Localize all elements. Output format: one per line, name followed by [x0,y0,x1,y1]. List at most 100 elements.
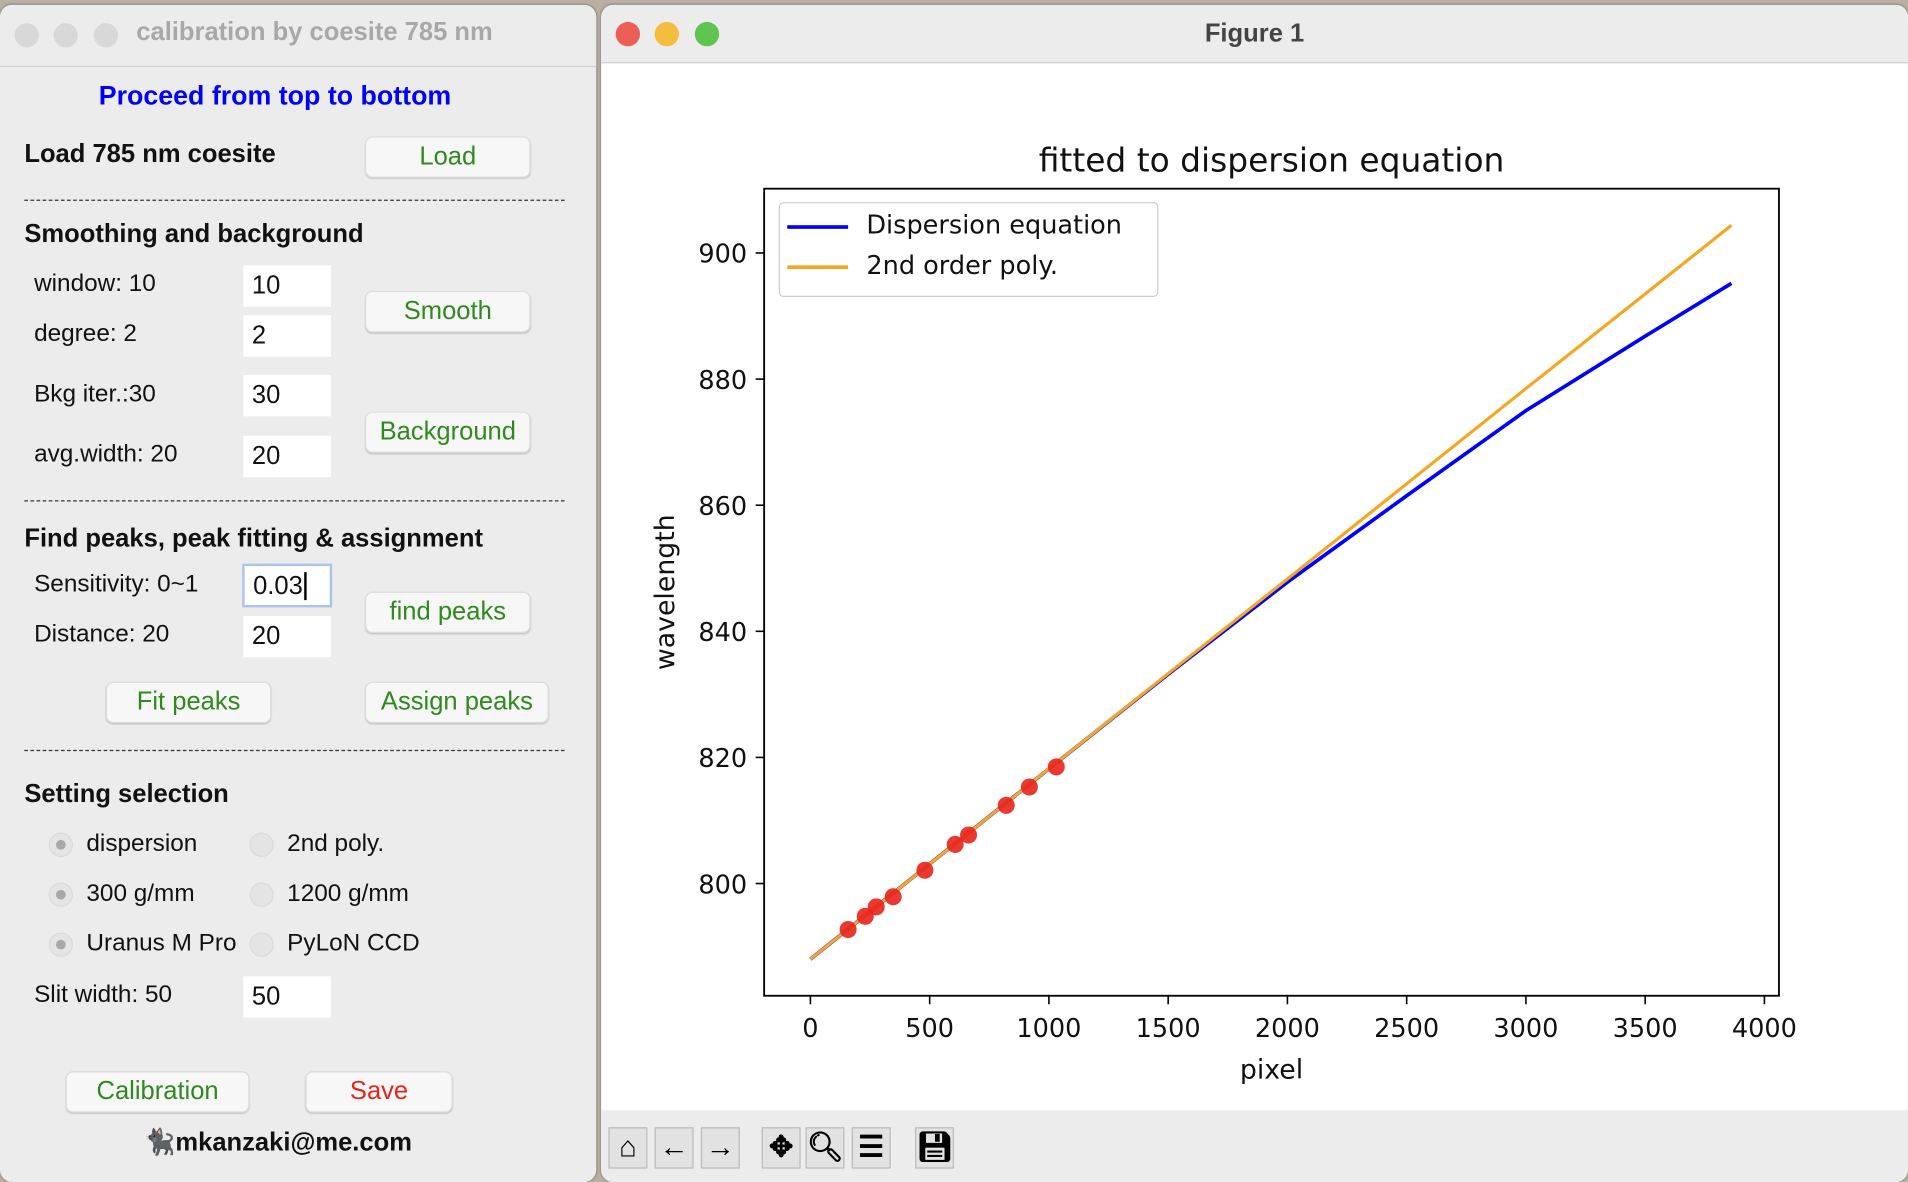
footer: 🐈‍⬛mkanzaki@me.com [144,1128,412,1157]
x-tick-label: 3500 [1613,1014,1678,1044]
bkg-iter-label: Bkg iter.:30 [34,381,156,408]
close-button[interactable] [615,21,641,47]
save-button[interactable]: Save [305,1071,453,1113]
window-label: window: 10 [34,270,156,298]
series-line-0 [809,281,1733,961]
zoom-button[interactable] [694,21,720,47]
data-point [1020,778,1038,796]
chart-title: fitted to dispersion equation [1039,141,1505,180]
plot-frame [763,187,1780,997]
x-tick-label: 1000 [1016,1014,1081,1044]
configure-subplots-icon[interactable]: ☰ [851,1127,891,1169]
find-peaks-button[interactable]: find peaks [365,591,531,633]
data-point [997,796,1015,814]
assign-peaks-button[interactable]: Assign peaks [365,681,549,724]
x-tick-label: 4000 [1732,1014,1797,1044]
y-axis-label: wavelength [650,514,681,670]
title-bar: calibration by coesite 785 nm [0,4,597,67]
radio-label: 1200 g/mm [287,880,409,907]
save-icon[interactable]: 💾︎ [915,1127,954,1169]
data-point [839,921,857,939]
close-button[interactable] [14,23,39,48]
window-title: Figure 1 [1204,19,1305,48]
avg-width-label: avg.width: 20 [34,440,178,468]
data-point [884,888,902,906]
load-button[interactable]: Load [365,136,531,178]
radio-button[interactable] [249,882,274,907]
zoom-button[interactable] [93,23,119,48]
radio-button[interactable] [249,932,274,957]
peaks-heading: Find peaks, peak fitting & assignment [24,524,483,553]
bkg-iter-input[interactable]: 30 [243,374,331,417]
y-tick-label: 860 [698,492,747,522]
calibration-window: calibration by coesite 785 nm Proceed fr… [0,4,597,1182]
x-tick-label: 2500 [1374,1014,1439,1044]
smooth-button[interactable]: Smooth [365,290,531,333]
figure-window: Figure 1 fitted to dispersion equation 0 5… [601,4,1908,1182]
zoom-icon[interactable]: 🔍︎ [805,1127,845,1169]
slit-width-label: Slit width: 50 [34,981,173,1008]
radio-button[interactable] [48,832,74,857]
legend-label: 2nd order poly. [866,250,1058,280]
y-tick-label: 880 [698,366,747,396]
window-input[interactable]: 10 [243,265,331,307]
data-point [916,861,934,879]
radio-label: PyLoN CCD [287,930,420,957]
data-point [946,835,964,853]
distance-input[interactable]: 20 [243,615,331,658]
x-axis-label: pixel [1240,1055,1303,1086]
legend-swatch-dispersion [787,225,849,229]
divider [24,749,565,752]
radio-button[interactable] [48,932,74,957]
sensitivity-input[interactable]: 0.03 [242,563,333,608]
sensitivity-value: 0.03 [253,572,303,601]
y-tick-label: 800 [698,870,747,900]
title-bar: Figure 1 [601,4,1908,64]
data-point [867,898,885,916]
window-title: calibration by coesite 785 nm [136,18,493,47]
distance-label: Distance: 20 [34,620,170,648]
y-tick-label: 840 [698,618,747,648]
cat-icon: 🐈‍⬛ [143,1128,176,1157]
setting-heading: Setting selection [24,780,229,809]
x-tick-label: 3000 [1493,1014,1558,1044]
avg-width-input[interactable]: 20 [243,435,331,478]
radio-label: 300 g/mm [86,880,195,907]
fit-peaks-button[interactable]: Fit peaks [105,681,272,724]
back-arrow-icon[interactable]: ← [654,1127,694,1169]
radio-button[interactable] [48,882,74,907]
chart: fitted to dispersion equation 0 500 1000 150… [650,141,1797,1086]
background-button[interactable]: Background [365,411,531,453]
instruction-text: Proceed from top to bottom [98,80,452,111]
data-point [960,826,978,844]
author-email: mkanzaki@me.com [175,1128,412,1157]
legend: Dispersion equation 2nd order poly. [778,202,1159,298]
minimize-button[interactable] [654,21,679,47]
load-label: Load 785 nm coesite [24,139,276,168]
legend-label: Dispersion equation [866,210,1123,240]
radio-label: Uranus M Pro [86,930,237,957]
x-tick-label: 1500 [1136,1014,1201,1044]
y-tick-label: 820 [698,744,747,774]
forward-arrow-icon[interactable]: → [700,1127,740,1169]
data-point [1047,758,1065,776]
degree-input[interactable]: 2 [243,315,331,357]
y-tick-label: 900 [698,240,747,270]
radio-label: 2nd poly. [287,830,385,857]
x-tick-label: 500 [905,1014,954,1044]
calibration-button[interactable]: Calibration [65,1071,250,1113]
text-cursor [304,572,307,601]
home-icon[interactable]: ⌂ [608,1127,648,1169]
divider [24,199,565,201]
minimize-button[interactable] [53,23,78,48]
legend-swatch-poly [787,265,849,270]
divider [24,500,565,502]
x-tick-label: 2000 [1255,1014,1320,1044]
pan-icon[interactable]: ✥ [761,1127,801,1169]
sensitivity-label: Sensitivity: 0~1 [34,570,199,598]
x-tick-label: 0 [802,1014,818,1044]
degree-label: degree: 2 [34,320,137,347]
smoothing-heading: Smoothing and background [24,220,364,249]
radio-button[interactable] [249,832,274,857]
slit-width-input[interactable]: 50 [243,976,331,1018]
